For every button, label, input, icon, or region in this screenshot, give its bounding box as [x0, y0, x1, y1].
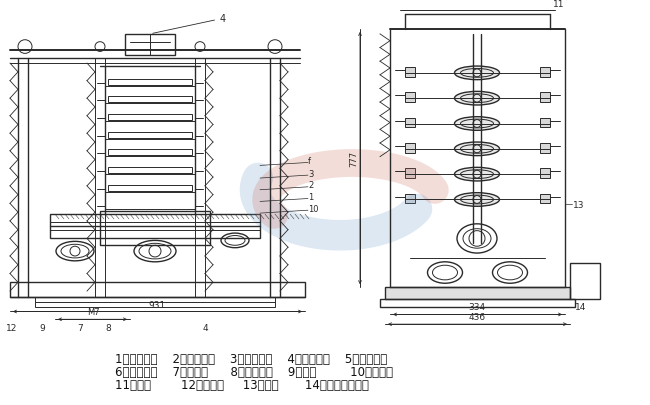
- Bar: [108, 79, 192, 85]
- Bar: [540, 118, 550, 128]
- Bar: [108, 97, 192, 103]
- Text: 14: 14: [575, 303, 586, 311]
- Text: 436: 436: [469, 313, 486, 322]
- Text: 1、传动主轴    2、小斜齿轮    3、大斜齿轮    4、上偏心轮    5、下偏心轮: 1、传动主轴 2、小斜齿轮 3、大斜齿轮 4、上偏心轮 5、下偏心轮: [115, 352, 387, 365]
- Text: 10: 10: [308, 204, 318, 213]
- Bar: [108, 150, 192, 156]
- Bar: [540, 144, 550, 153]
- Bar: [540, 194, 550, 204]
- Bar: [405, 118, 415, 128]
- Bar: [108, 132, 192, 138]
- Ellipse shape: [454, 92, 499, 106]
- Bar: [540, 169, 550, 179]
- Text: 11: 11: [553, 0, 564, 9]
- Text: 12: 12: [6, 323, 18, 333]
- Text: 7: 7: [77, 323, 83, 333]
- Text: 9: 9: [39, 323, 45, 333]
- Bar: [540, 68, 550, 77]
- Bar: [108, 115, 192, 121]
- Text: 13: 13: [573, 200, 584, 209]
- Bar: [385, 288, 570, 299]
- Bar: [405, 93, 415, 103]
- Text: 11、锤铁        12、甩油器     13、螺塔       14、自动停车装置: 11、锤铁 12、甩油器 13、螺塔 14、自动停车装置: [115, 378, 369, 391]
- Bar: [570, 263, 600, 299]
- Bar: [380, 299, 575, 307]
- Bar: [35, 297, 275, 307]
- Bar: [100, 212, 210, 246]
- Bar: [405, 144, 415, 153]
- Bar: [108, 185, 192, 191]
- Ellipse shape: [454, 168, 499, 181]
- Text: 3: 3: [308, 169, 313, 178]
- Bar: [50, 215, 260, 239]
- Ellipse shape: [454, 193, 499, 207]
- Text: 8: 8: [105, 323, 111, 333]
- Text: 931: 931: [148, 300, 166, 309]
- Bar: [108, 168, 192, 173]
- Ellipse shape: [454, 143, 499, 156]
- Bar: [405, 68, 415, 77]
- Ellipse shape: [454, 117, 499, 131]
- Text: 4: 4: [202, 323, 208, 333]
- Text: 334: 334: [469, 303, 486, 312]
- Text: 2: 2: [308, 181, 313, 190]
- Text: 1: 1: [308, 193, 313, 202]
- Bar: [125, 35, 175, 56]
- Bar: [540, 93, 550, 103]
- Text: f: f: [308, 157, 311, 166]
- Bar: [405, 169, 415, 179]
- Text: M7: M7: [86, 308, 99, 317]
- Ellipse shape: [454, 67, 499, 81]
- Text: 6、小斜齿轮    7、凸轮轴      8、大斜齿轮    9、凸轮         10、跳动杆: 6、小斜齿轮 7、凸轮轴 8、大斜齿轮 9、凸轮 10、跳动杆: [115, 365, 393, 378]
- Text: 777: 777: [349, 150, 358, 166]
- Bar: [405, 194, 415, 204]
- Bar: [10, 283, 305, 297]
- Text: 4: 4: [153, 14, 226, 34]
